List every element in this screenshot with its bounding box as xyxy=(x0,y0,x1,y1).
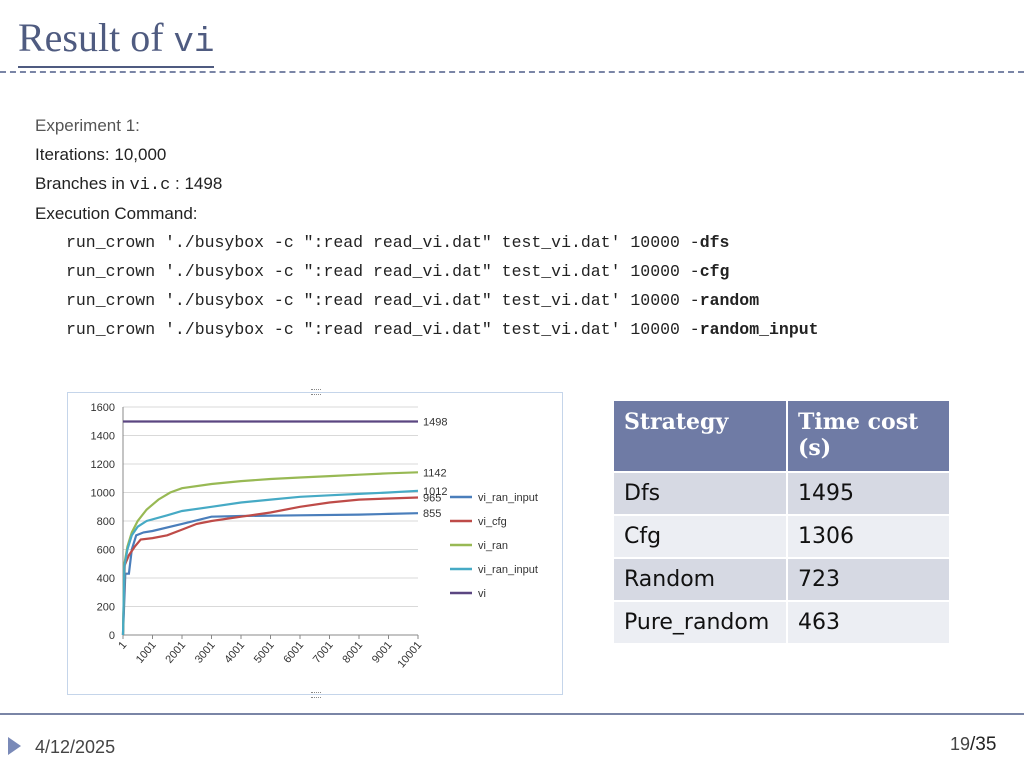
y-tick-label: 800 xyxy=(97,516,115,528)
command-line-random: run_crown './busybox -c ":read read_vi.d… xyxy=(35,287,819,316)
x-tick-label: 1001 xyxy=(134,639,159,665)
series-end-label: 1142 xyxy=(423,467,447,479)
command-line-dfs: run_crown './busybox -c ":read read_vi.d… xyxy=(35,229,819,258)
command-base: run_crown './busybox -c ":read read_vi.d… xyxy=(66,233,700,253)
series-line-vi_ran_input xyxy=(121,512,419,636)
series-end-label: 855 xyxy=(423,508,441,520)
series-line-vi_ran xyxy=(121,471,419,636)
command-base: run_crown './busybox -c ":read read_vi.d… xyxy=(66,319,700,339)
footer-date: 4/12/2025 xyxy=(35,737,116,757)
y-tick-label: 1600 xyxy=(91,402,115,414)
header-time-cost: Time cost (s) xyxy=(788,401,949,471)
x-tick-label: 9001 xyxy=(370,639,395,665)
title-divider xyxy=(0,71,1024,73)
command-line-cfg: run_crown './busybox -c ":read read_vi.d… xyxy=(35,258,819,287)
legend-label: vi_ran_input xyxy=(478,492,538,504)
x-tick-label: 2001 xyxy=(163,639,188,665)
command-line-random-input: run_crown './busybox -c ":read read_vi.d… xyxy=(35,316,819,345)
branches-line: Branches in vi.c : 1498 xyxy=(35,170,819,201)
table-row: Random 723 xyxy=(614,557,949,600)
x-tick-label: 1 xyxy=(116,639,129,651)
cell-strategy: Dfs xyxy=(614,471,788,514)
y-tick-label: 200 xyxy=(97,602,115,614)
experiment-label: Experiment 1: xyxy=(35,116,140,135)
table-row: Pure_random 463 xyxy=(614,600,949,643)
nav-triangle-icon[interactable] xyxy=(8,737,21,755)
table-row: Dfs 1495 xyxy=(614,471,949,514)
series-end-label: 965 xyxy=(423,492,441,504)
legend-label: vi_ran xyxy=(478,540,508,552)
command-flag: random xyxy=(699,290,760,310)
cell-time: 463 xyxy=(788,600,949,643)
branches-suffix: : 1498 xyxy=(170,173,223,193)
x-tick-label: 8001 xyxy=(340,639,365,665)
exec-label: Execution Command: xyxy=(35,204,198,224)
y-tick-label: 1200 xyxy=(91,459,115,471)
y-tick-label: 400 xyxy=(97,573,115,585)
command-flag: random_input xyxy=(699,319,819,339)
cell-time: 723 xyxy=(788,557,949,600)
x-tick-label: 3001 xyxy=(193,639,218,665)
cell-time: 1495 xyxy=(788,471,949,514)
series-end-label: 1498 xyxy=(423,417,447,429)
series-line-vi_cfg xyxy=(121,496,419,636)
resize-handle-top[interactable] xyxy=(311,389,321,395)
cell-time: 1306 xyxy=(788,514,949,557)
y-tick-label: 1400 xyxy=(91,431,115,443)
series-line-vi_ran_input xyxy=(121,489,419,636)
y-tick-label: 600 xyxy=(97,545,115,557)
x-tick-label: 10001 xyxy=(395,639,424,670)
legend-label: vi_cfg xyxy=(478,516,507,528)
command-base: run_crown './busybox -c ":read read_vi.d… xyxy=(66,261,700,281)
page-current: 19 xyxy=(950,734,971,754)
branches-code: vi.c xyxy=(129,175,171,195)
table-header-row: Strategy Time cost (s) xyxy=(614,401,949,471)
table-row: Cfg 1306 xyxy=(614,514,949,557)
legend-label: vi xyxy=(478,588,486,600)
cell-strategy: Cfg xyxy=(614,514,788,557)
y-tick-label: 1000 xyxy=(91,488,115,500)
iterations-text: Iterations: 10,000 xyxy=(35,144,167,164)
branches-prefix: Branches in xyxy=(35,173,130,193)
slide-title: Result of vi xyxy=(18,15,215,68)
footer-divider xyxy=(0,713,1024,715)
command-flag: dfs xyxy=(699,233,730,253)
title-text: Result of xyxy=(18,15,174,60)
slide-body: Experiment 1: Iterations: 10,000 Branche… xyxy=(35,112,819,344)
x-tick-label: 4001 xyxy=(222,639,247,665)
legend-label: vi_ran_input xyxy=(478,564,538,576)
command-flag: cfg xyxy=(699,261,730,281)
page-number: 19/35 xyxy=(950,734,996,756)
cell-strategy: Pure_random xyxy=(614,600,788,643)
branch-coverage-chart[interactable]: 0 200 400 600 800 1000 1200 1400 1600 1 1001 2001 30… xyxy=(67,389,563,698)
cell-strategy: Random xyxy=(614,557,788,600)
y-tick-label: 0 xyxy=(109,630,115,642)
resize-handle-bottom[interactable] xyxy=(311,692,321,698)
x-tick-label: 5001 xyxy=(252,639,277,665)
header-strategy: Strategy xyxy=(614,401,788,471)
title-code: vi xyxy=(173,24,215,62)
strategy-time-table: Strategy Time cost (s) Dfs 1495 Cfg 1306… xyxy=(614,401,949,643)
series-end-label: 1012 xyxy=(423,486,447,498)
x-tick-label: 6001 xyxy=(281,639,306,665)
x-tick-label: 7001 xyxy=(311,639,336,665)
command-base: run_crown './busybox -c ":read read_vi.d… xyxy=(66,290,700,310)
page-total: /35 xyxy=(970,734,997,755)
